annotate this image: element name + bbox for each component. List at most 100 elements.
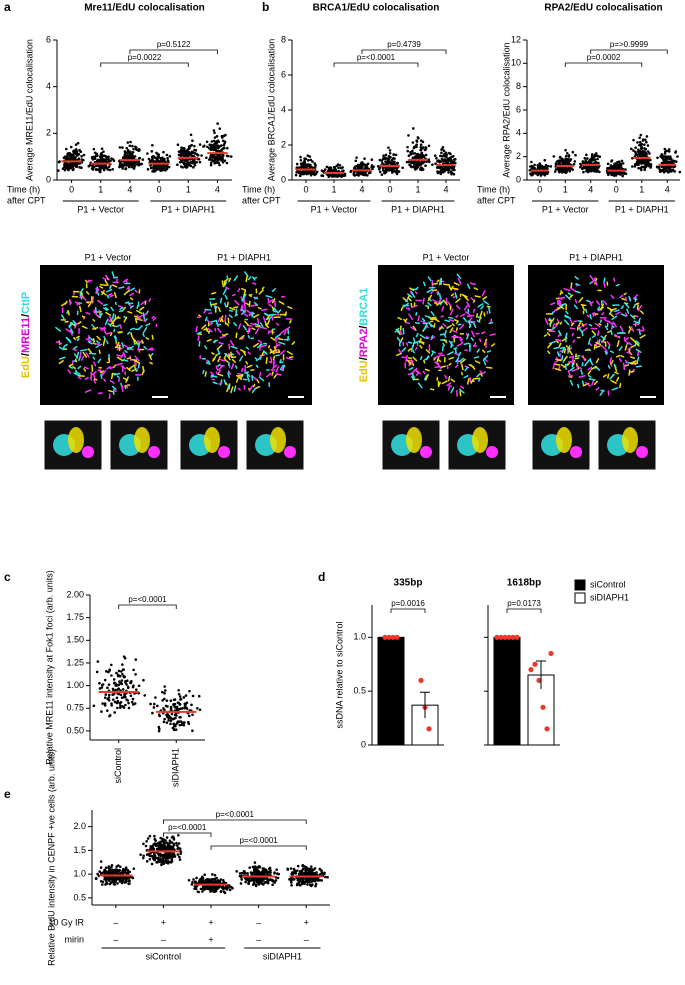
focus bbox=[257, 306, 262, 310]
x-axis-label: Time (h) bbox=[477, 184, 510, 194]
chart-title: Mre11/EdU colocalisation bbox=[84, 3, 205, 14]
focus bbox=[442, 283, 449, 286]
dot bbox=[122, 164, 125, 168]
dot bbox=[170, 858, 174, 861]
dot bbox=[289, 867, 293, 870]
dot bbox=[149, 166, 153, 170]
dot bbox=[384, 153, 388, 157]
dot bbox=[100, 686, 104, 689]
dot bbox=[74, 165, 78, 168]
focus bbox=[266, 319, 271, 326]
focus bbox=[198, 314, 202, 318]
focus bbox=[129, 327, 135, 331]
dot bbox=[157, 845, 160, 848]
dot bbox=[219, 150, 222, 153]
dot bbox=[141, 158, 145, 161]
focus bbox=[259, 326, 267, 330]
dot bbox=[204, 879, 208, 882]
dot bbox=[431, 163, 434, 166]
focus bbox=[58, 346, 65, 351]
dot bbox=[416, 136, 420, 139]
dot bbox=[639, 160, 643, 163]
row-cell: – bbox=[256, 917, 261, 927]
focus bbox=[291, 341, 296, 345]
focus bbox=[207, 360, 211, 366]
panel-label: a bbox=[4, 0, 11, 14]
y-axis-label: Relative BrdU intensity in CENPF +ve cel… bbox=[46, 749, 56, 966]
dot bbox=[620, 166, 623, 170]
dot bbox=[343, 174, 347, 177]
focus bbox=[203, 327, 208, 331]
dot bbox=[176, 143, 180, 147]
dot bbox=[212, 139, 216, 143]
focus bbox=[197, 335, 200, 341]
dot-cloud bbox=[87, 147, 116, 174]
dot bbox=[537, 171, 540, 174]
focus bbox=[127, 302, 134, 305]
row-cell: – bbox=[161, 934, 166, 944]
focus bbox=[63, 343, 68, 348]
focus bbox=[252, 313, 260, 319]
dot bbox=[617, 165, 621, 169]
dot bbox=[213, 131, 216, 135]
dot bbox=[445, 155, 448, 159]
dot bbox=[657, 165, 661, 169]
dot bbox=[276, 876, 280, 880]
focus bbox=[210, 303, 218, 306]
dot bbox=[95, 152, 98, 156]
focus bbox=[224, 352, 229, 358]
p-value: p=0.0016 bbox=[391, 599, 425, 608]
dot bbox=[104, 160, 108, 163]
focus bbox=[101, 369, 107, 376]
focus bbox=[102, 338, 106, 347]
dot bbox=[384, 160, 387, 163]
point bbox=[426, 726, 432, 732]
dot bbox=[261, 879, 264, 883]
dot bbox=[646, 150, 650, 153]
bar bbox=[493, 636, 521, 746]
dot bbox=[222, 134, 226, 138]
dot bbox=[215, 135, 219, 138]
inset-blob bbox=[284, 446, 296, 458]
dot-cloud bbox=[146, 144, 172, 173]
dot bbox=[623, 171, 626, 175]
focus bbox=[284, 326, 291, 331]
dot bbox=[119, 865, 122, 869]
dot bbox=[264, 869, 267, 873]
focus bbox=[68, 363, 74, 367]
dot bbox=[156, 860, 159, 864]
dot bbox=[390, 161, 394, 164]
dot bbox=[227, 886, 230, 889]
dot bbox=[216, 154, 220, 157]
y-tick-label: 1.75 bbox=[66, 612, 84, 622]
dot bbox=[235, 870, 239, 873]
dot bbox=[176, 701, 180, 704]
dot bbox=[634, 146, 637, 149]
focus bbox=[72, 348, 77, 351]
focus bbox=[129, 297, 134, 301]
focus bbox=[219, 335, 227, 339]
dot bbox=[68, 152, 72, 155]
dot bbox=[177, 688, 180, 692]
dot bbox=[634, 153, 638, 156]
dot bbox=[220, 134, 224, 138]
focus bbox=[89, 376, 93, 381]
focus bbox=[244, 371, 250, 374]
focus bbox=[109, 366, 114, 370]
dot bbox=[364, 165, 368, 168]
dot bbox=[118, 879, 122, 883]
dot bbox=[275, 868, 278, 872]
dot bbox=[177, 834, 180, 837]
focus bbox=[108, 315, 113, 320]
dot bbox=[231, 886, 234, 890]
dot bbox=[162, 860, 166, 864]
dot bbox=[142, 678, 145, 682]
dot bbox=[122, 655, 126, 658]
dot bbox=[195, 876, 198, 880]
dot bbox=[248, 866, 251, 869]
dot bbox=[198, 143, 202, 146]
dot bbox=[201, 885, 205, 888]
error-bar bbox=[536, 660, 546, 689]
dot bbox=[312, 868, 315, 872]
dot bbox=[630, 147, 633, 151]
